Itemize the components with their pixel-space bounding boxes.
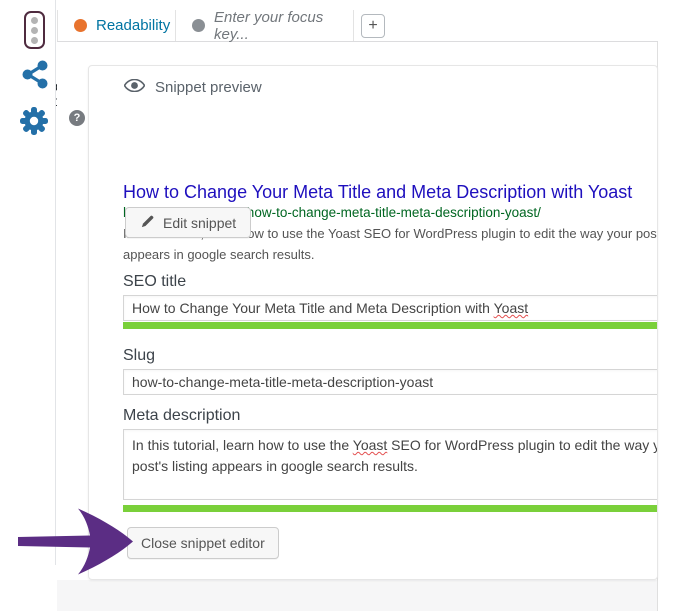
yoast-tab-bar: Readability Enter your focus key... bbox=[57, 0, 658, 43]
traffic-light-dot bbox=[31, 36, 38, 44]
readability-score-dot-icon bbox=[74, 19, 87, 32]
pencil-icon bbox=[140, 214, 155, 232]
snippet-preview-header: Snippet preview bbox=[123, 78, 262, 96]
yoast-sidebar bbox=[0, 0, 56, 611]
add-keyword-tab-button[interactable]: + bbox=[361, 14, 385, 38]
seo-title-input[interactable]: How to Change Your Meta Title and Meta D… bbox=[123, 295, 657, 321]
preview-description: In this tutorial, learn how to use the Y… bbox=[123, 223, 658, 265]
traffic-light-dot bbox=[31, 26, 38, 34]
preview-description-line1: In this tutorial, learn how to use the Y… bbox=[123, 226, 658, 241]
meta-description-textarea[interactable]: In this tutorial, learn how to use the Y… bbox=[123, 429, 658, 500]
slug-label: Slug bbox=[123, 347, 156, 364]
meta-description-label: Meta description bbox=[123, 407, 241, 424]
seo-title-value-misspelled: Yoast bbox=[493, 300, 529, 316]
seo-title-label: SEO title bbox=[123, 273, 187, 290]
annotation-arrow-icon bbox=[18, 506, 136, 581]
help-icon[interactable]: ? bbox=[69, 110, 85, 126]
traffic-light-dot bbox=[31, 16, 38, 24]
slug-input[interactable]: how-to-change-meta-title-meta-descriptio… bbox=[123, 369, 657, 395]
tab-readability-label: Readability bbox=[96, 17, 171, 34]
traffic-light-icon[interactable] bbox=[24, 11, 45, 49]
snippet-editor-panel: Snippet preview How to Change Your Meta … bbox=[88, 65, 658, 580]
edit-snippet-button[interactable]: Edit snippet bbox=[125, 207, 252, 238]
meta-description-line1: In this tutorial, learn how to use the Y… bbox=[132, 435, 658, 456]
preview-description-line2: appears in google search results. bbox=[123, 247, 315, 262]
metabox-background-strip bbox=[57, 580, 657, 611]
tab-focus-keyword[interactable]: Enter your focus key... bbox=[176, 8, 354, 43]
seo-title-value: How to Change Your Meta Title and Meta D… bbox=[132, 300, 494, 316]
meta-description-progress-bar bbox=[123, 505, 657, 512]
close-snippet-editor-button[interactable]: Close snippet editor bbox=[127, 527, 279, 559]
meta-description-line2: post's listing appears in google search … bbox=[132, 458, 418, 474]
tab-focus-keyword-placeholder: Enter your focus key... bbox=[214, 8, 324, 43]
meta-description-text: SEO for WordPress plugin to edit the way… bbox=[387, 437, 658, 453]
preview-title-link[interactable]: How to Change Your Meta Title and Meta D… bbox=[123, 182, 633, 202]
seo-title-progress-bar bbox=[123, 322, 657, 329]
share-icon[interactable] bbox=[22, 60, 49, 94]
keyword-score-dot-icon bbox=[192, 19, 205, 32]
snippet-preview-title: Snippet preview bbox=[155, 79, 262, 96]
tab-readability[interactable]: Readability bbox=[57, 10, 176, 41]
meta-description-text: In this tutorial, learn how to use the bbox=[132, 437, 353, 453]
close-snippet-editor-label: Close snippet editor bbox=[141, 535, 265, 551]
edit-snippet-label: Edit snippet bbox=[163, 214, 237, 231]
gear-icon[interactable] bbox=[18, 105, 50, 142]
meta-description-misspelled: Yoast bbox=[352, 437, 388, 453]
eye-icon bbox=[123, 78, 146, 96]
